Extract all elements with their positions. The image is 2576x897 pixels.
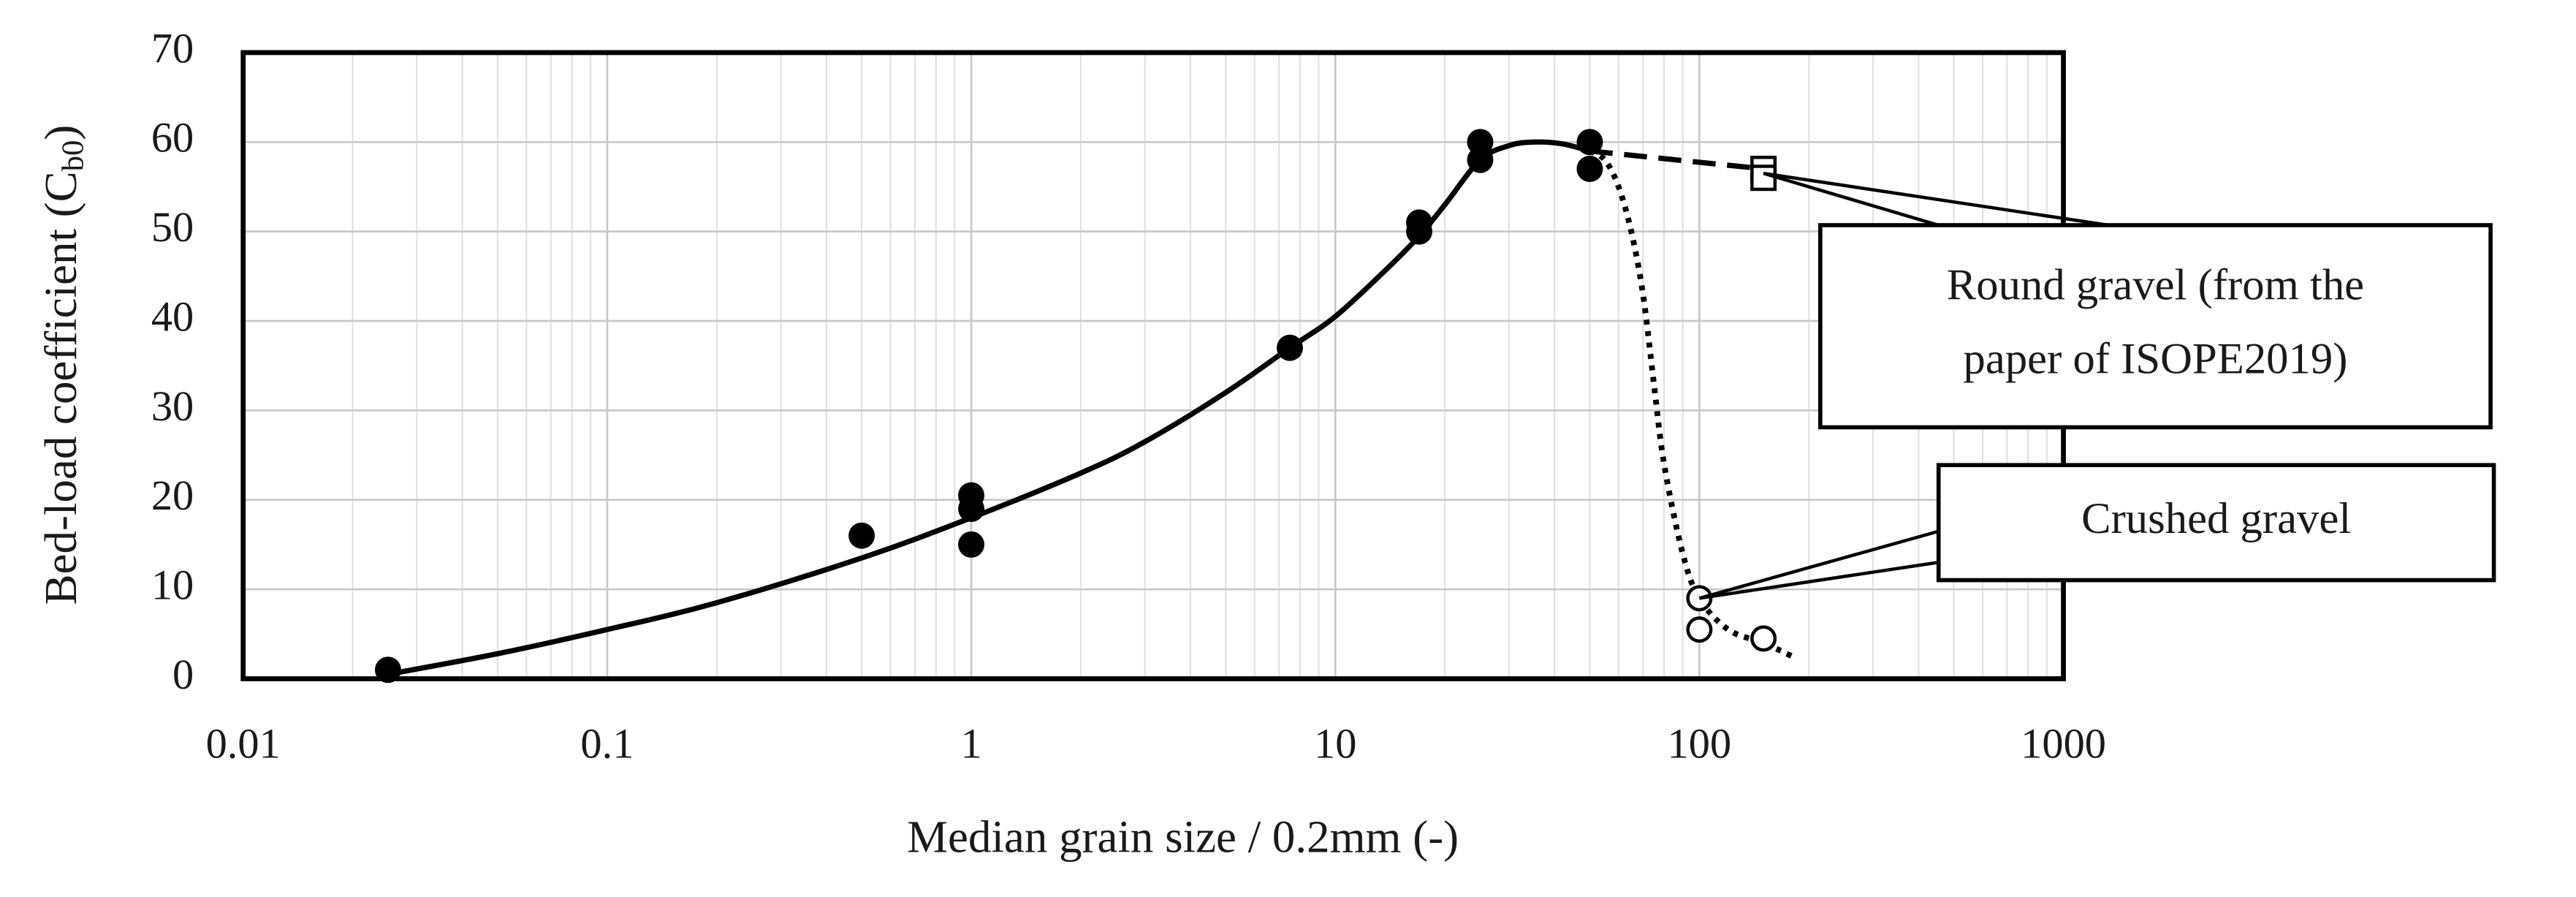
callouts: Round gravel (from the paper of ISOPE2019… (1698, 171, 2496, 600)
point (1277, 334, 1303, 361)
y-tick-label: 50 (151, 203, 194, 251)
y-axis-label-sub: b0 (56, 140, 90, 172)
point (958, 531, 985, 558)
callout-text: paper of ISOPE2019) (1964, 335, 2348, 384)
callout-box (1936, 463, 2496, 583)
y-tick-label: 60 (151, 114, 194, 162)
y-tick-label: 20 (151, 472, 194, 519)
y-axis-label-main: Bed-load coefficient (C (35, 171, 86, 605)
callout-leader (1763, 171, 2120, 229)
callout-leader (1698, 529, 1941, 600)
labels: 0.01 0.1 1 10 100 1000 0 10 20 30 40 50 60 70 (151, 24, 2106, 767)
x-tick-label: 10 (1314, 719, 1356, 767)
point (1576, 129, 1603, 156)
x-tick-label: 1000 (2021, 719, 2106, 767)
y-tick-label: 0 (172, 651, 194, 698)
x-axis-label: Median grain size / 0.2mm (-) (907, 811, 1459, 862)
y-tick-label: 10 (151, 561, 194, 609)
point (1750, 625, 1777, 652)
point (1576, 156, 1603, 182)
x-tick-label: 0.1 (580, 719, 634, 767)
point (848, 522, 875, 549)
callout-text: Round gravel (from the (1947, 261, 2364, 310)
callout-leader (1763, 171, 1956, 232)
x-tick-label: 100 (1668, 719, 1732, 767)
point (1467, 146, 1494, 173)
point (1750, 164, 1777, 192)
y-tick-label: 70 (151, 24, 194, 72)
y-axis-label-end: ) (35, 125, 86, 140)
y-axis-label: Bed-load coefficient (Cb0) (35, 125, 90, 605)
y-tick-label: 40 (151, 292, 194, 340)
x-tick-label: 1 (960, 719, 981, 767)
marks (374, 129, 1777, 684)
fit-curve-dotted (1588, 148, 1794, 659)
callout-text: Crushed gravel (2081, 494, 2351, 543)
point (1686, 616, 1713, 643)
point (958, 495, 985, 522)
callout-leader (1699, 560, 1941, 600)
callout-box (1818, 223, 2493, 430)
y-tick-label: 30 (151, 382, 194, 430)
point (1406, 218, 1433, 245)
x-tick-label: 0.01 (206, 719, 281, 767)
curves (387, 139, 1794, 677)
fit-curve-dashed (1589, 148, 1764, 172)
